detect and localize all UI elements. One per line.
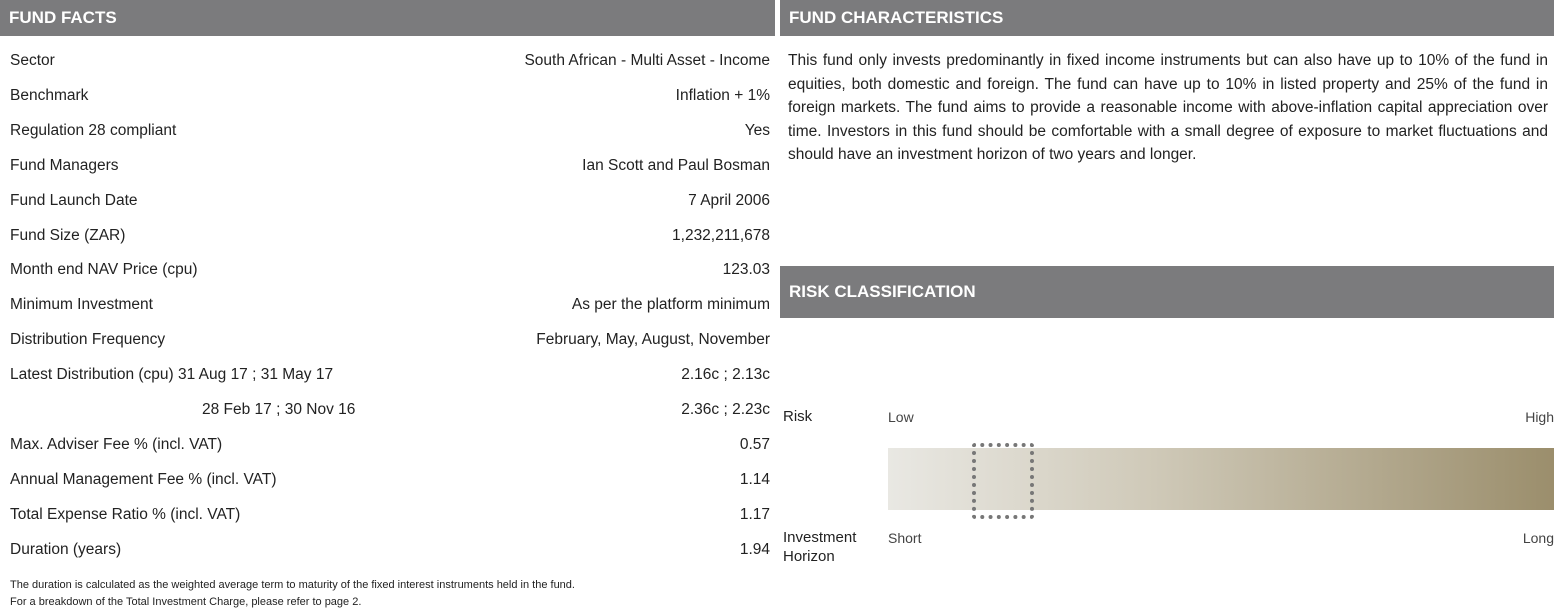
fact-row: Fund Managers Ian Scott and Paul Bosman [10, 154, 770, 178]
fact-value: 2.36c ; 2.23c [681, 401, 770, 418]
fact-value: Inflation + 1% [675, 86, 770, 104]
fact-label: Sector [10, 52, 55, 69]
fact-label: Fund Size (ZAR) [10, 226, 126, 244]
horizon-label: Horizon [783, 548, 835, 565]
fact-value: 1.14 [739, 470, 770, 488]
fact-row: Fund Size (ZAR) 1,232,211,678 [10, 224, 770, 248]
low-label: Low [888, 409, 914, 425]
description: This fund only invests predominantly in … [788, 52, 1548, 163]
note: The duration is calculated as the weight… [10, 579, 575, 591]
note: For a breakdown of the Total Investment … [10, 596, 362, 608]
fact-row: Minimum Investment As per the platform mi… [10, 293, 770, 317]
fact-row: Total Expense Ratio % (incl. VAT) 1.17 [10, 503, 770, 527]
fact-label: Fund Launch Date [10, 191, 138, 209]
fact-row: Distribution Frequency February, May, Aug… [10, 328, 770, 352]
header-title: FUND CHARACTERISTICS [789, 8, 1004, 27]
high-label: High [1525, 409, 1554, 425]
risk-scale [888, 448, 1554, 510]
short-label: Short [888, 530, 922, 546]
fact-label: 28 Feb 17 ; 30 Nov 16 [202, 401, 356, 418]
fact-label: Total Expense Ratio % (incl. VAT) [10, 505, 241, 523]
long-label: Long [1522, 530, 1554, 546]
fact-value: South African - Multi Asset - Income [524, 52, 770, 69]
fact-value: 1.94 [739, 540, 770, 558]
fact-label: Latest Distribution (cpu) 31 Aug 17 ; 31… [10, 366, 334, 384]
header-title: FUND FACTS [9, 8, 117, 27]
fact-row: Duration (years) 1.94 [10, 538, 770, 562]
risk-header: RISK CLASSIFICATION [780, 266, 1554, 318]
fact-row: Benchmark Inflation + 1% [10, 84, 770, 108]
fact-label: Benchmark [10, 86, 89, 104]
fund-characteristics-header: FUND CHARACTERISTICS [780, 0, 1554, 36]
fact-row: Regulation 28 compliant Yes [10, 119, 770, 143]
fact-value: 1,232,211,678 [672, 226, 770, 244]
fact-label: Minimum Investment [10, 296, 153, 314]
fact-value: 2.16c ; 2.13c [681, 366, 770, 384]
fact-row: Sector South African - Multi Asset - Inco… [10, 49, 770, 73]
fact-value: 0.57 [739, 435, 770, 453]
fact-value: 123.03 [722, 261, 770, 279]
fact-row: Max. Adviser Fee % (incl. VAT) 0.57 [10, 433, 770, 457]
fact-label: Annual Management Fee % (incl. VAT) [10, 470, 277, 488]
fact-value: Ian Scott and Paul Bosman [582, 156, 770, 174]
fact-label: Duration (years) [10, 540, 122, 558]
fund-facts-header: FUND FACTS [0, 0, 775, 36]
fact-row: Fund Launch Date 7 April 2006 [10, 189, 770, 213]
header-title: RISK CLASSIFICATION [789, 282, 976, 301]
fact-row: Month end NAV Price (cpu) 123.03 [10, 258, 770, 282]
fact-label: Distribution Frequency [10, 331, 166, 349]
fact-value: February, May, August, November [536, 331, 770, 349]
fact-label: Max. Adviser Fee % (incl. VAT) [10, 435, 223, 453]
fact-value: Yes [744, 121, 770, 139]
fact-value: 7 April 2006 [688, 191, 770, 209]
fact-label: Month end NAV Price (cpu) [10, 261, 198, 279]
fact-row: Latest Distribution (cpu) 31 Aug 17 ; 31… [10, 363, 770, 387]
fact-row: Annual Management Fee % (incl. VAT) 1.14 [10, 468, 770, 492]
risk-indicator [972, 443, 1034, 519]
fact-row: 28 Feb 17 ; 30 Nov 16 2.36c ; 2.23c [10, 398, 770, 422]
horizon-label: Investment [783, 529, 857, 546]
fact-label: Regulation 28 compliant [10, 121, 177, 139]
fact-label: Fund Managers [10, 156, 119, 174]
fact-value: As per the platform minimum [571, 296, 770, 314]
fact-value: 1.17 [739, 505, 770, 523]
risk-label: Risk [783, 408, 813, 425]
